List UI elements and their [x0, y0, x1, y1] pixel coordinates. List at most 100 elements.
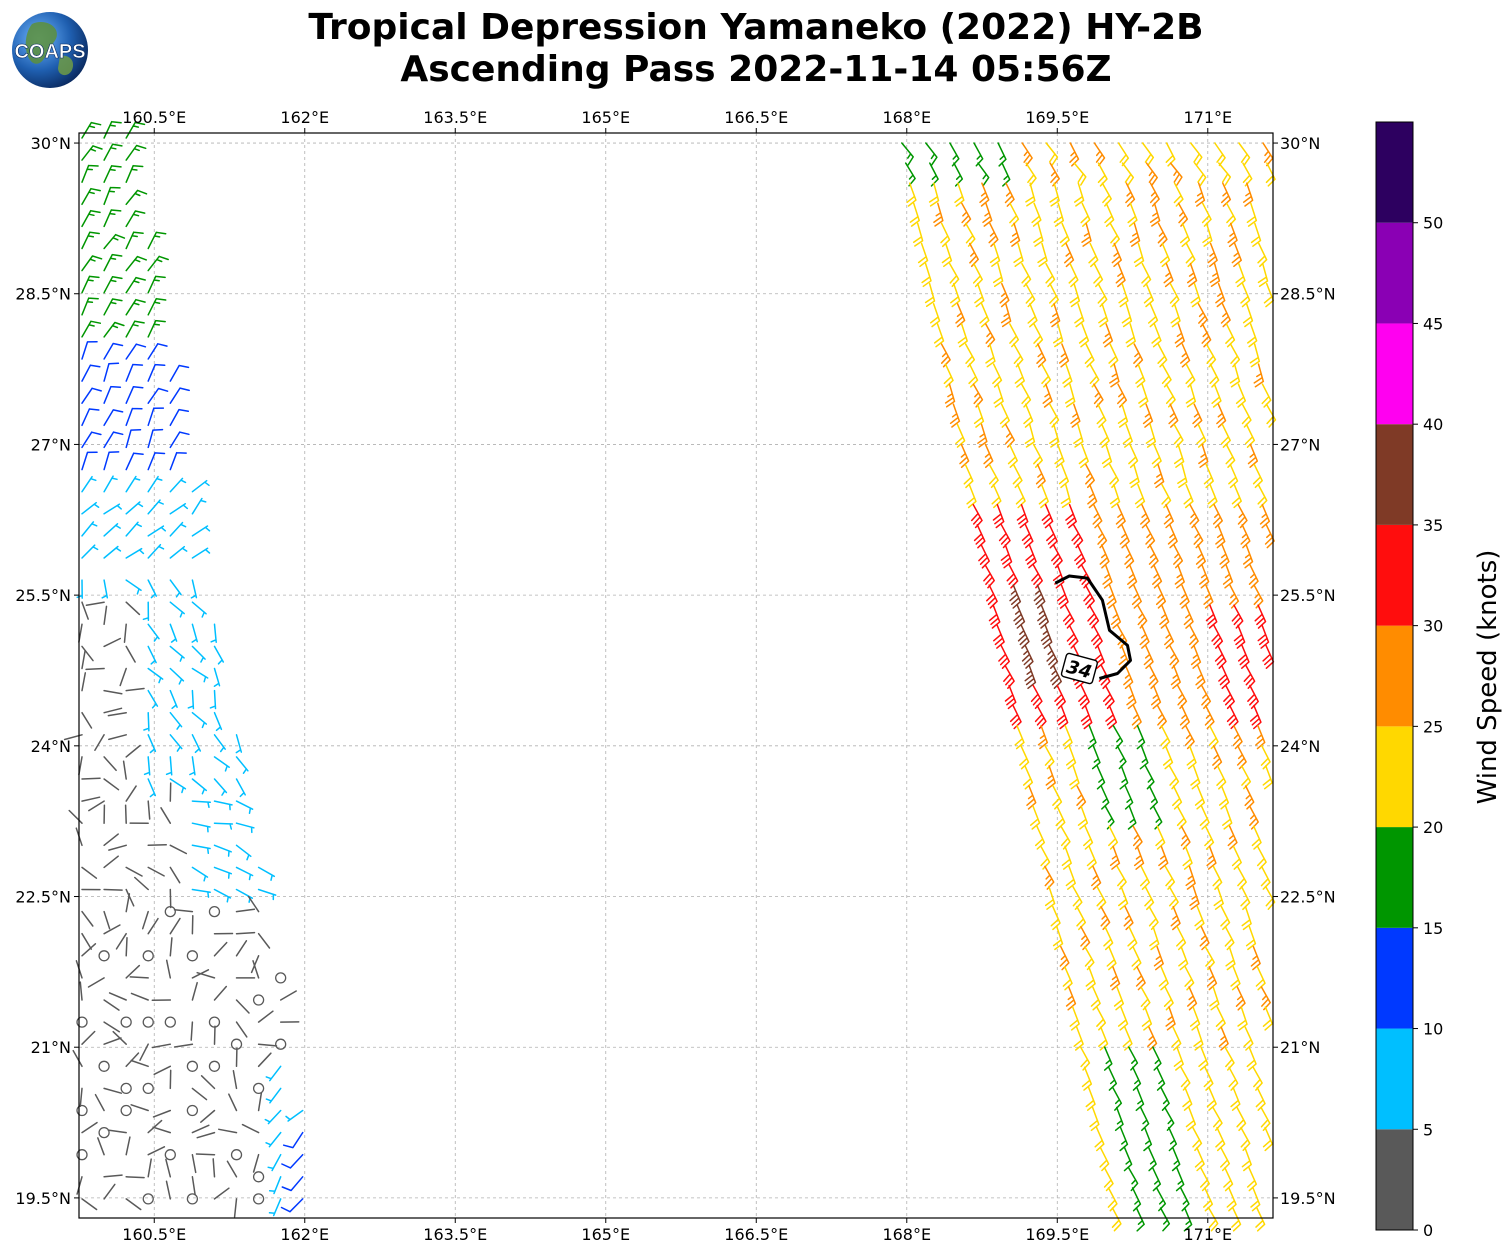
- wind-barb: [1087, 604, 1100, 629]
- wind-barb: [1244, 423, 1256, 448]
- wind-barb: [125, 189, 148, 206]
- wind-barb: [191, 667, 209, 683]
- colorbar-bin: [1376, 524, 1413, 626]
- wind-barb: [1141, 262, 1152, 288]
- wind-barb: [1099, 423, 1110, 448]
- wind-barb: [169, 387, 190, 404]
- wind-barb: [169, 503, 189, 515]
- wind-barb: [81, 255, 103, 272]
- wind-barb: [1229, 343, 1241, 368]
- wind-barb: [268, 1176, 282, 1195]
- wind-barb-calm: [120, 1082, 132, 1095]
- lat-tick-label-left: 28.5°N: [15, 285, 71, 304]
- wind-barb: [1023, 403, 1034, 428]
- wind-barb: [81, 711, 93, 729]
- wind-barb: [1168, 644, 1180, 669]
- wind-barb: [1250, 1187, 1261, 1212]
- wind-barb: [1206, 966, 1218, 991]
- wind-barb: [1109, 966, 1121, 991]
- wind-barb: [1079, 564, 1092, 589]
- wind-barb: [125, 1052, 140, 1068]
- wind-barb: [1071, 524, 1084, 549]
- wind-barb: [1019, 745, 1030, 770]
- wind-barb: [1065, 503, 1077, 529]
- colorbar-bin: [1376, 927, 1413, 1029]
- wind-barb: [1128, 1046, 1139, 1071]
- wind-barb: [1118, 885, 1129, 911]
- wind-barb: [81, 475, 97, 493]
- wind-barb: [1049, 403, 1060, 428]
- colorbar-bin: [1376, 122, 1413, 223]
- lon-tick-label-bottom: 165°E: [581, 1225, 630, 1244]
- wind-barb: [1250, 945, 1261, 971]
- svg-text:COAPS: COAPS: [14, 41, 85, 63]
- wind-barb-calm: [208, 1060, 221, 1072]
- wind-barb: [191, 547, 211, 559]
- wind-barb: [1050, 664, 1062, 689]
- wind-barb-calm: [275, 1038, 287, 1050]
- wind-barb: [1189, 142, 1203, 166]
- wind-barb: [1216, 403, 1227, 428]
- wind-barb: [196, 971, 216, 979]
- wind-barb: [169, 689, 178, 710]
- wind-barb: [1064, 242, 1075, 268]
- wind-barb: [1133, 343, 1144, 368]
- wind-barb: [1081, 1066, 1093, 1091]
- wind-barb: [122, 760, 127, 780]
- wind-barb: [103, 120, 122, 139]
- wind-barbs: [63, 120, 1277, 1232]
- wind-barb: [103, 186, 121, 206]
- wind-barb: [125, 121, 146, 139]
- wind-barb: [1153, 945, 1164, 971]
- wind-barb-calm: [120, 1104, 132, 1117]
- wind-barb: [901, 142, 914, 166]
- wind-barb: [1143, 282, 1154, 308]
- wind-barb: [984, 323, 996, 348]
- wind-barb: [1054, 684, 1066, 710]
- wind-barb: [1215, 1126, 1226, 1152]
- wind-barb: [1109, 463, 1120, 489]
- wind-barb: [1147, 303, 1159, 328]
- wind-barb: [1024, 423, 1036, 448]
- wind-barb-calm: [252, 1193, 265, 1205]
- wind-barb: [1157, 222, 1168, 247]
- wind-barb: [1158, 966, 1169, 991]
- wind-barb: [189, 756, 196, 776]
- wind-barb: [1111, 242, 1122, 268]
- wind-barb: [1249, 704, 1262, 730]
- wind-barb: [1086, 845, 1097, 870]
- wind-barb: [1129, 222, 1141, 247]
- wind-barb: [1125, 323, 1136, 348]
- wind-barb: [125, 428, 142, 449]
- wind-barb: [235, 844, 252, 861]
- wind-barb: [228, 1093, 238, 1112]
- wind-barb: [85, 667, 105, 671]
- wind-barb-calm: [208, 905, 221, 918]
- wind-barb: [1141, 1006, 1153, 1031]
- wind-barb: [1170, 905, 1181, 931]
- wind-barb: [1073, 162, 1087, 186]
- contour-label-bg: [1060, 652, 1098, 685]
- wind-barb: [1033, 323, 1044, 348]
- wind-barb: [1148, 664, 1159, 690]
- wind-barb: [940, 343, 951, 368]
- wind-barb: [998, 644, 1010, 669]
- wind-barb: [954, 182, 965, 207]
- wind-barb: [1108, 343, 1119, 368]
- wind-barb: [1179, 222, 1191, 248]
- wind-barb: [983, 564, 995, 589]
- wind-barb: [978, 544, 990, 569]
- coaps-logo: COAPS: [12, 12, 88, 88]
- wind-barb: [1253, 363, 1265, 388]
- colorbar-tick-label: 10: [1423, 1020, 1443, 1039]
- wind-barb: [1194, 905, 1205, 931]
- wind-barb-calm: [208, 1016, 221, 1028]
- wind-barb: [147, 499, 164, 515]
- wind-barb: [235, 908, 256, 913]
- wind-barb: [1117, 383, 1128, 408]
- wind-barb: [1224, 925, 1235, 951]
- wind-barb: [1240, 282, 1251, 308]
- wind-barb: [1164, 865, 1176, 890]
- wind-barb: [1179, 1187, 1190, 1212]
- axis-tick-labels: 160.5°E 160.5°E 162°E 162°E 163.5°E 163.5°E 16…: [15, 108, 1335, 1244]
